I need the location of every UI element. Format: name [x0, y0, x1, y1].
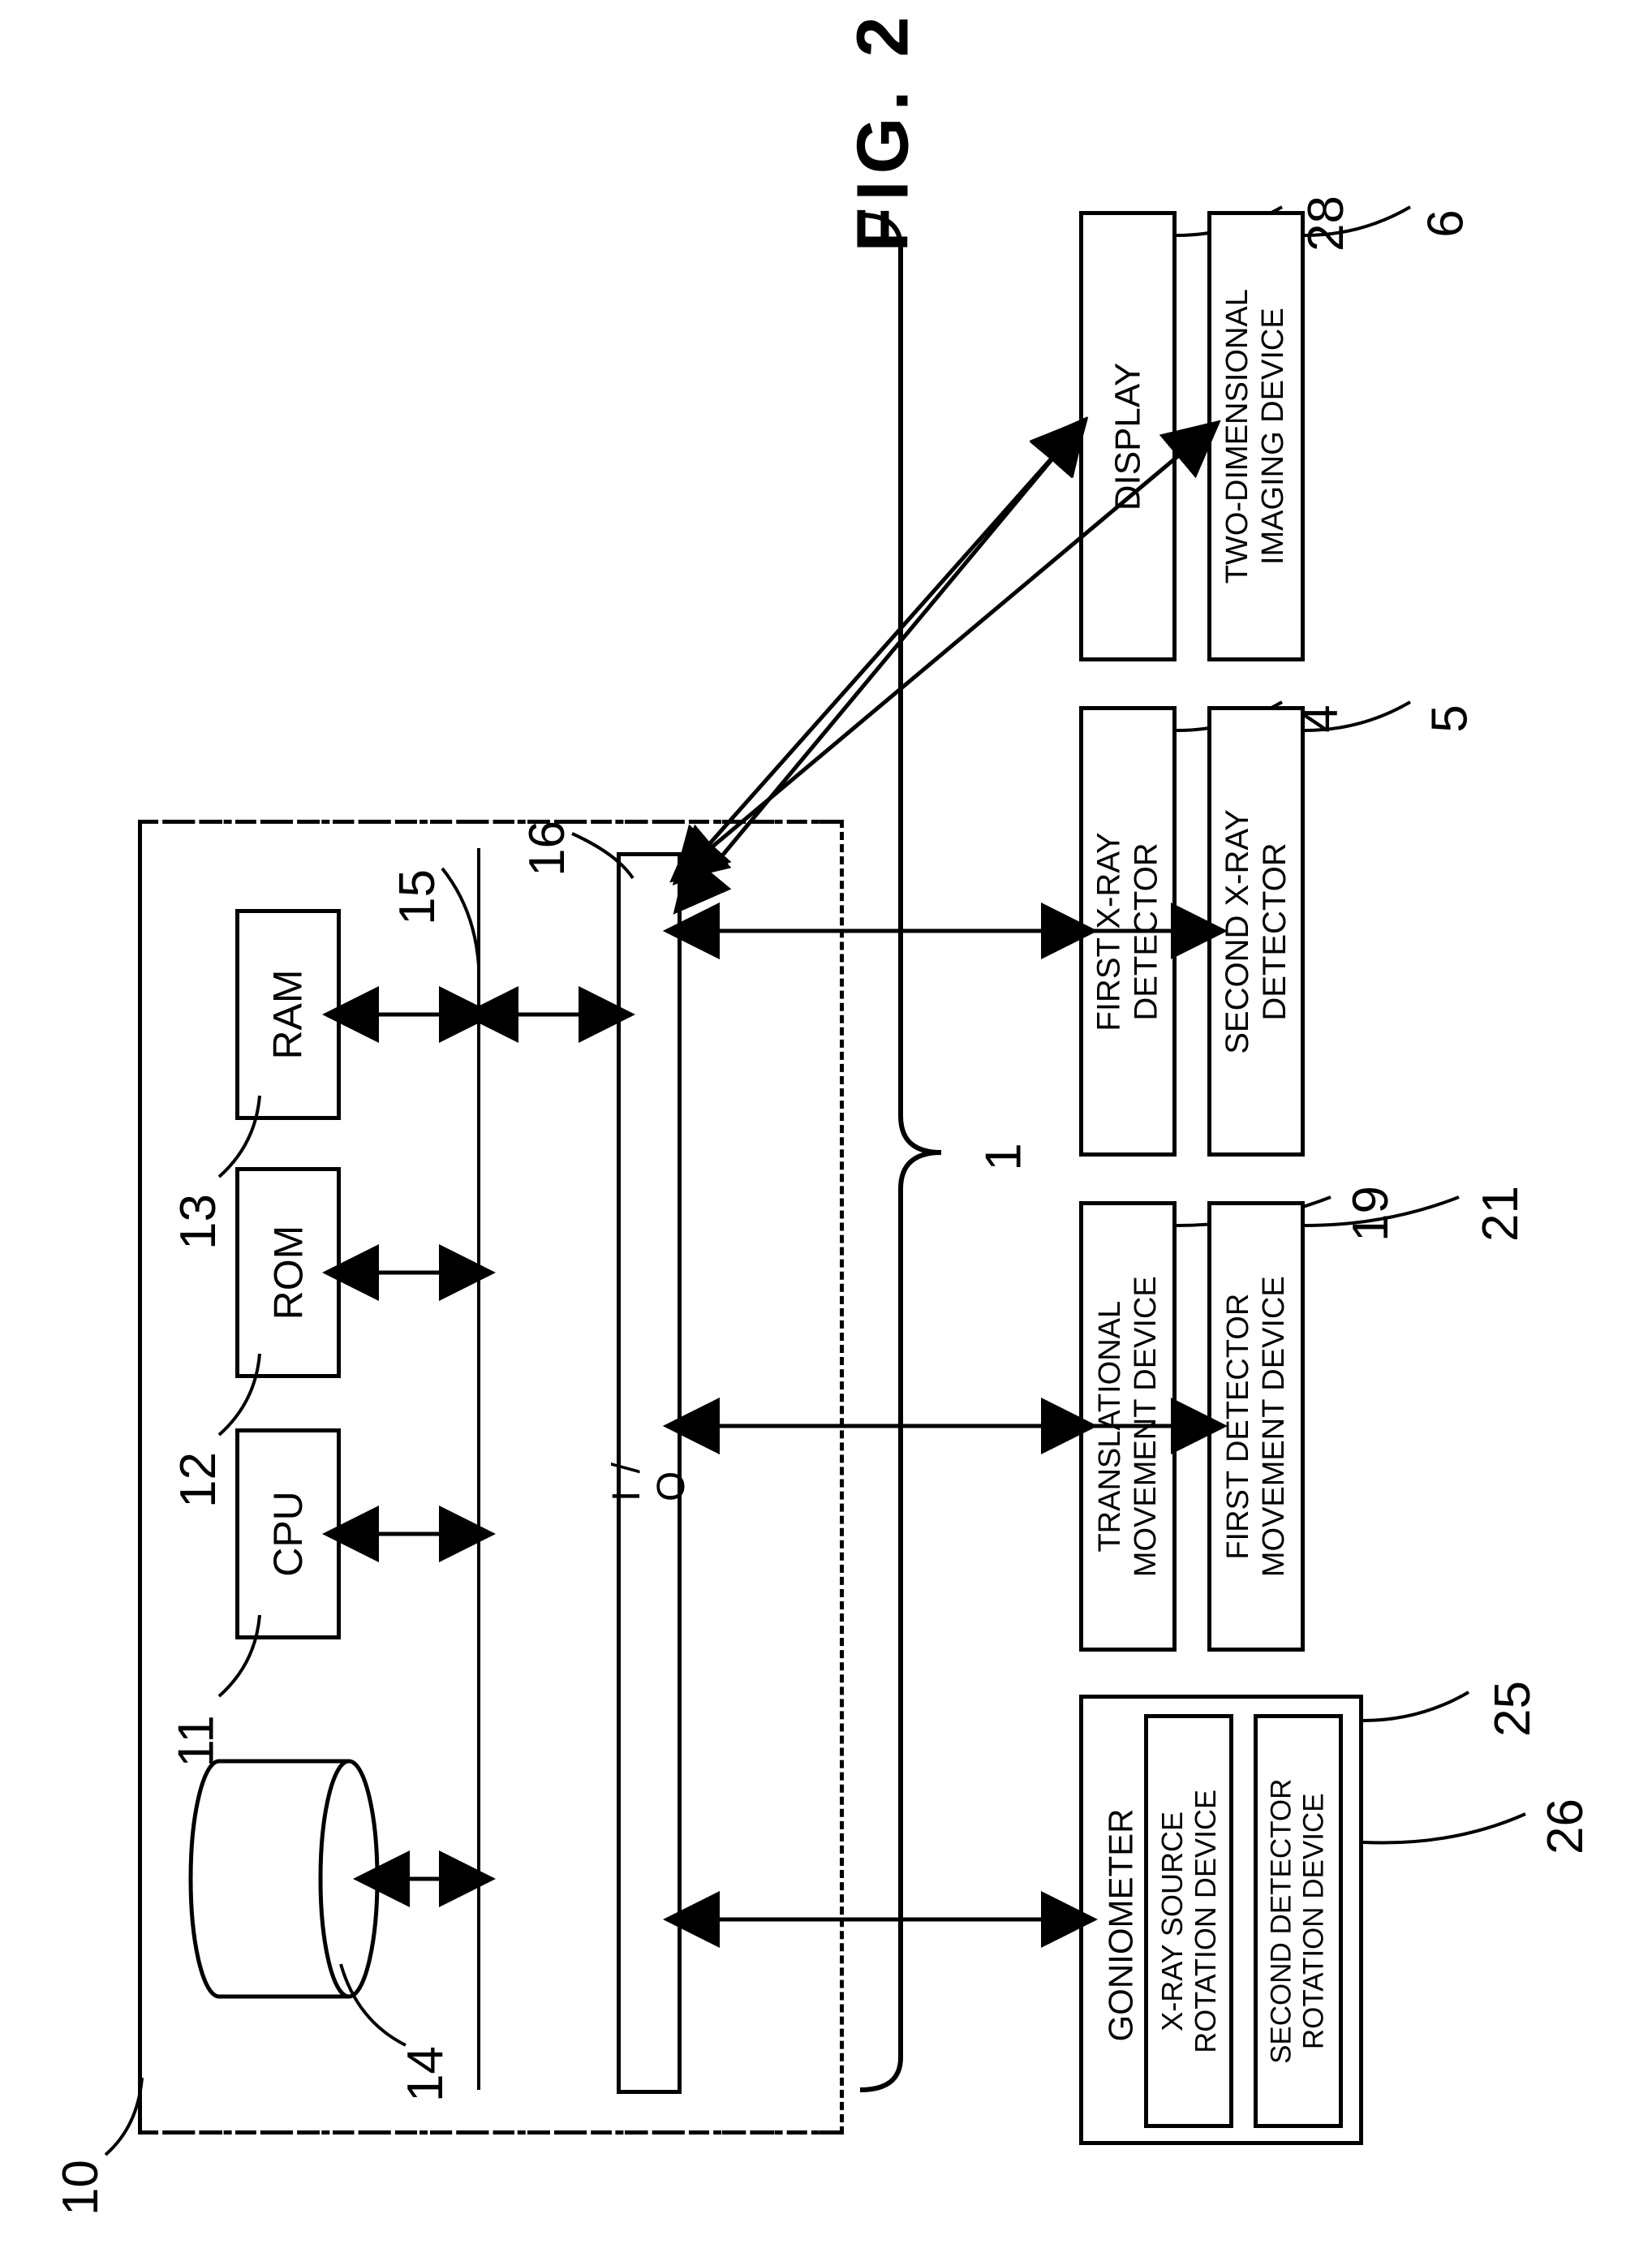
- page: FIG. 2 1 10 15 I / O 16 CPU 11 ROM 12: [0, 0, 1652, 2253]
- device-arrows: [0, 0, 1652, 2253]
